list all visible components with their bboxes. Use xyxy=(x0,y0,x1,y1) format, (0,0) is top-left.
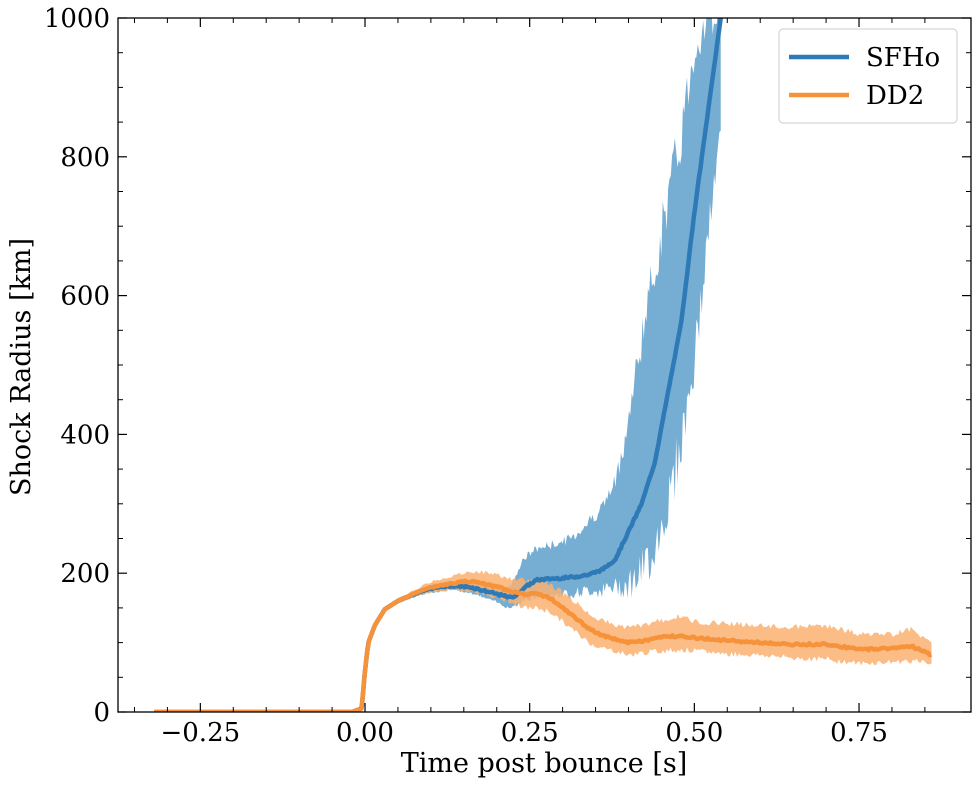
band-dd2 xyxy=(154,570,932,712)
x-tick-label: 0.50 xyxy=(665,718,723,748)
x-axis-label: Time post bounce [s] xyxy=(401,748,688,779)
legend-box xyxy=(778,28,958,124)
legend: SFHo DD2 xyxy=(778,28,958,124)
ticks: −0.25 0.00 0.25 0.50 0.75 0 200 400 600 800 1000 xyxy=(44,4,971,748)
y-tick-label: 200 xyxy=(60,559,110,589)
y-tick-label: 400 xyxy=(60,420,110,450)
x-tick-label: 0.75 xyxy=(830,718,888,748)
y-tick-label: 1000 xyxy=(44,4,110,34)
band-sfho xyxy=(154,18,721,712)
series-lines xyxy=(153,18,933,712)
y-tick-label: 0 xyxy=(93,698,110,728)
line-dd2 xyxy=(153,578,933,712)
legend-label-dd2: DD2 xyxy=(866,81,924,111)
x-tick-label: −0.25 xyxy=(160,718,240,748)
y-tick-label: 800 xyxy=(60,143,110,173)
y-axis-label: Shock Radius [km] xyxy=(6,238,37,496)
legend-label-sfho: SFHo xyxy=(866,43,940,73)
y-tick-label: 600 xyxy=(60,282,110,312)
x-tick-label: 0.25 xyxy=(501,718,559,748)
x-tick-label: 0.00 xyxy=(336,718,394,748)
